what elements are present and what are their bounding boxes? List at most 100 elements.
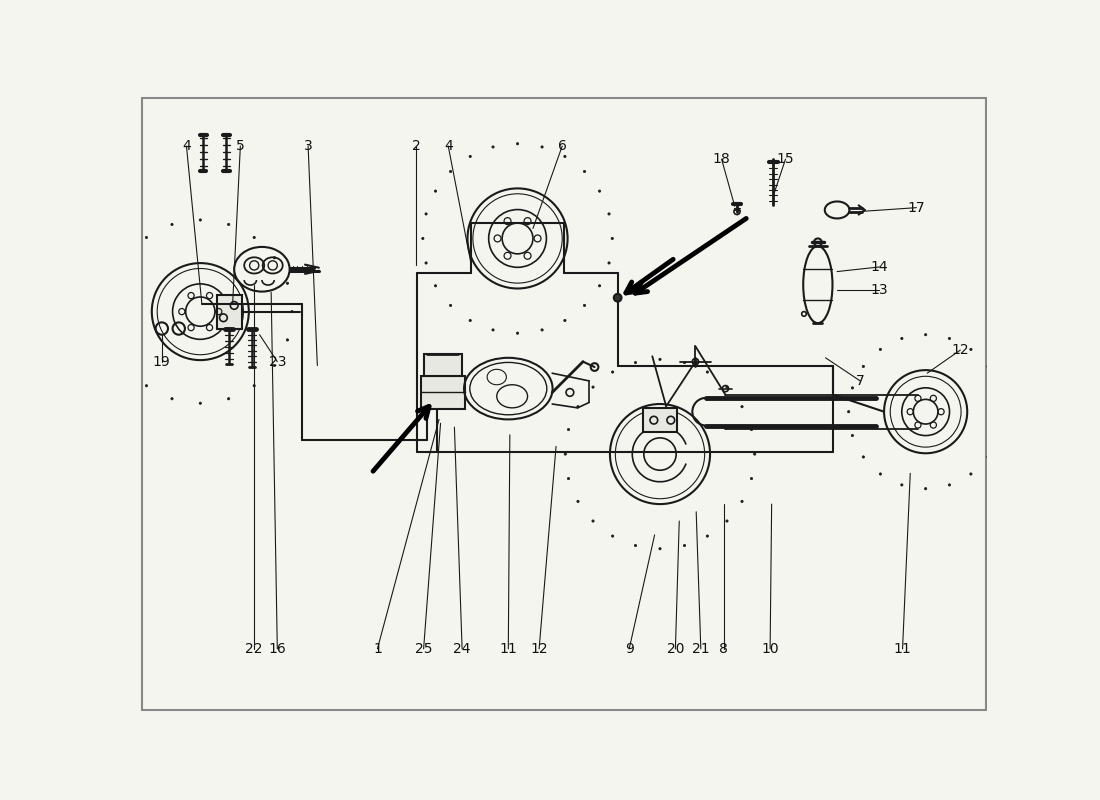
Circle shape	[568, 478, 570, 480]
Circle shape	[564, 453, 567, 455]
Circle shape	[576, 500, 579, 502]
Circle shape	[228, 398, 230, 400]
Circle shape	[598, 285, 601, 287]
Circle shape	[253, 236, 255, 238]
Circle shape	[612, 535, 614, 538]
Text: 11: 11	[893, 642, 912, 656]
Circle shape	[970, 473, 972, 475]
Circle shape	[112, 338, 114, 341]
Circle shape	[901, 338, 903, 340]
Circle shape	[970, 348, 972, 350]
Bar	[420, 375, 465, 410]
Circle shape	[924, 487, 927, 490]
Text: 16: 16	[268, 642, 286, 656]
Bar	[644, 408, 676, 433]
Circle shape	[108, 310, 110, 313]
Text: 9: 9	[625, 642, 634, 656]
Circle shape	[683, 362, 685, 364]
Circle shape	[492, 146, 494, 148]
Circle shape	[998, 434, 1000, 437]
Circle shape	[112, 282, 114, 285]
Text: 17: 17	[908, 201, 925, 214]
Circle shape	[998, 386, 1000, 389]
Circle shape	[608, 213, 611, 215]
Text: 8: 8	[719, 642, 728, 656]
Circle shape	[286, 338, 288, 341]
Circle shape	[726, 386, 728, 388]
Text: 20: 20	[667, 642, 684, 656]
Circle shape	[847, 410, 850, 413]
Text: 14: 14	[870, 260, 889, 274]
Circle shape	[576, 406, 579, 408]
Circle shape	[145, 236, 147, 238]
Circle shape	[614, 294, 622, 302]
Circle shape	[851, 386, 854, 389]
Circle shape	[253, 385, 255, 387]
Circle shape	[583, 304, 585, 306]
Circle shape	[948, 484, 950, 486]
Text: 13: 13	[870, 283, 889, 297]
Circle shape	[706, 371, 708, 373]
Text: 23: 23	[268, 354, 286, 369]
Text: 3: 3	[304, 139, 312, 153]
Circle shape	[608, 262, 611, 264]
Circle shape	[592, 386, 594, 388]
Text: 22: 22	[245, 642, 263, 656]
Circle shape	[987, 456, 989, 458]
Circle shape	[1001, 410, 1004, 413]
Circle shape	[592, 520, 594, 522]
Circle shape	[469, 155, 471, 158]
Text: 21: 21	[692, 642, 710, 656]
Circle shape	[273, 364, 276, 366]
Circle shape	[145, 385, 147, 387]
Circle shape	[862, 366, 865, 367]
Circle shape	[612, 238, 614, 240]
Text: 25: 25	[415, 642, 432, 656]
Text: 4: 4	[183, 139, 190, 153]
Circle shape	[948, 338, 950, 340]
Circle shape	[125, 364, 128, 366]
Circle shape	[706, 535, 708, 538]
FancyBboxPatch shape	[142, 98, 986, 710]
Circle shape	[635, 362, 637, 364]
Circle shape	[879, 348, 881, 350]
Circle shape	[568, 428, 570, 430]
Circle shape	[125, 257, 128, 259]
Text: 7: 7	[856, 374, 865, 388]
Circle shape	[987, 366, 989, 367]
Text: 5: 5	[236, 139, 244, 153]
Circle shape	[541, 146, 543, 148]
Circle shape	[469, 319, 471, 322]
Circle shape	[879, 473, 881, 475]
Circle shape	[450, 170, 452, 173]
Circle shape	[425, 262, 427, 264]
Circle shape	[434, 285, 437, 287]
Text: 15: 15	[777, 152, 794, 166]
Circle shape	[683, 544, 685, 546]
Circle shape	[924, 334, 927, 336]
Circle shape	[492, 329, 494, 331]
Circle shape	[862, 456, 865, 458]
Circle shape	[273, 257, 276, 259]
Bar	[218, 294, 242, 329]
Text: 24: 24	[453, 642, 471, 656]
Circle shape	[425, 213, 427, 215]
Circle shape	[635, 544, 637, 546]
Circle shape	[901, 484, 903, 486]
Text: 18: 18	[713, 152, 730, 166]
Circle shape	[199, 219, 201, 221]
Circle shape	[583, 170, 585, 173]
Circle shape	[516, 142, 519, 145]
Circle shape	[750, 478, 752, 480]
Circle shape	[741, 406, 744, 408]
Circle shape	[851, 434, 854, 437]
Circle shape	[754, 453, 756, 455]
Text: 6: 6	[558, 139, 566, 153]
Circle shape	[450, 304, 452, 306]
Circle shape	[516, 332, 519, 334]
Text: 2: 2	[411, 139, 420, 153]
Circle shape	[750, 428, 752, 430]
Circle shape	[541, 329, 543, 331]
Circle shape	[598, 190, 601, 192]
Circle shape	[434, 190, 437, 192]
